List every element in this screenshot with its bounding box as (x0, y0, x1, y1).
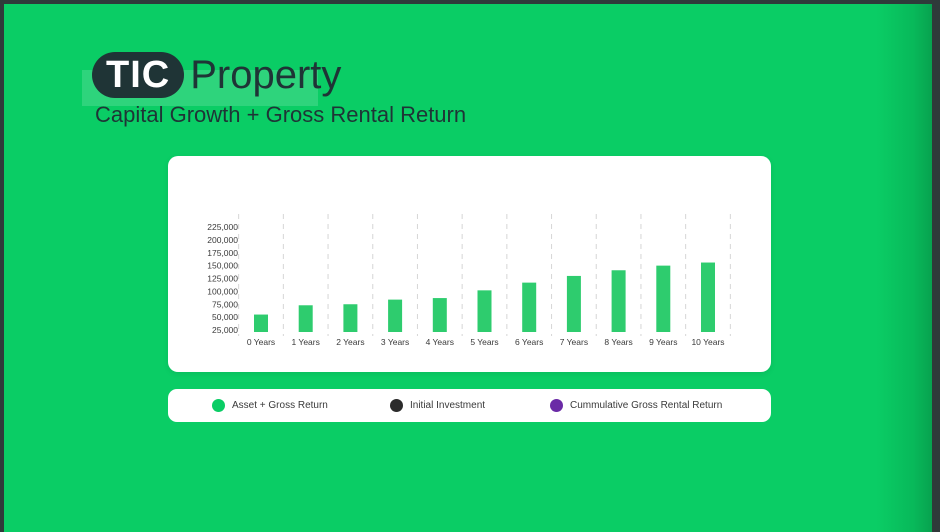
bar[interactable] (477, 290, 492, 332)
x-tick-label: 5 Years (470, 337, 498, 347)
bar[interactable] (343, 304, 358, 332)
bar[interactable] (432, 298, 447, 332)
logo-word: Property (190, 53, 342, 97)
y-tick-label: 175,000 (207, 248, 238, 258)
bar-chart: 225,000 200,000 175,000 150,000 125,000 100,0… (207, 214, 731, 347)
bar[interactable] (611, 270, 626, 332)
x-tick-label: 1 Years (292, 337, 320, 347)
x-tick-label: 3 Years (381, 337, 409, 347)
bar[interactable] (656, 265, 671, 332)
legend-label: Cummulative Gross Rental Return (570, 400, 723, 411)
chart-legend: Asset + Gross Return Initial Investment … (168, 389, 771, 422)
y-tick-label: 200,000 (207, 235, 238, 245)
y-tick-label: 50,000 (212, 312, 238, 322)
legend-dot-icon (550, 399, 563, 412)
x-tick-label: 10 Years (691, 337, 724, 347)
x-tick-label: 6 Years (515, 337, 543, 347)
brand-logo: TIC Property (82, 50, 342, 106)
bar[interactable] (254, 314, 268, 332)
x-tick-label: 0 Years (247, 337, 275, 347)
bar[interactable] (701, 262, 715, 332)
legend-label: Asset + Gross Return (232, 400, 328, 411)
bar[interactable] (388, 299, 403, 332)
y-tick-label: 75,000 (212, 299, 238, 309)
legend-item-cumulative-gross-rental-return[interactable]: Cummulative Gross Rental Return (550, 389, 722, 422)
y-tick-label: 225,000 (207, 222, 238, 232)
legend-item-initial-investment[interactable]: Initial Investment (390, 389, 485, 422)
x-tick-label: 9 Years (649, 337, 677, 347)
y-tick-label: 125,000 (207, 274, 238, 284)
page-subtitle: Capital Growth + Gross Rental Return (95, 102, 467, 127)
y-tick-label: 150,000 (207, 261, 238, 271)
legend-dot-icon (390, 399, 403, 412)
bar[interactable] (298, 305, 313, 332)
bar[interactable] (566, 275, 581, 332)
legend-item-asset-gross-return[interactable]: Asset + Gross Return (212, 389, 328, 422)
legend-dot-icon (212, 399, 225, 412)
chart-card: 225,000 200,000 175,000 150,000 125,000 100,0… (168, 156, 771, 372)
y-tick-label: 100,000 (207, 286, 238, 296)
logo-mark: TIC (92, 52, 185, 98)
bar[interactable] (522, 282, 537, 332)
legend-label: Initial Investment (410, 400, 486, 411)
x-tick-label: 7 Years (560, 337, 588, 347)
y-tick-label: 25,000 (212, 325, 238, 335)
x-tick-label: 2 Years (336, 337, 364, 347)
x-tick-label: 8 Years (604, 337, 632, 347)
x-tick-label: 4 Years (426, 337, 454, 347)
